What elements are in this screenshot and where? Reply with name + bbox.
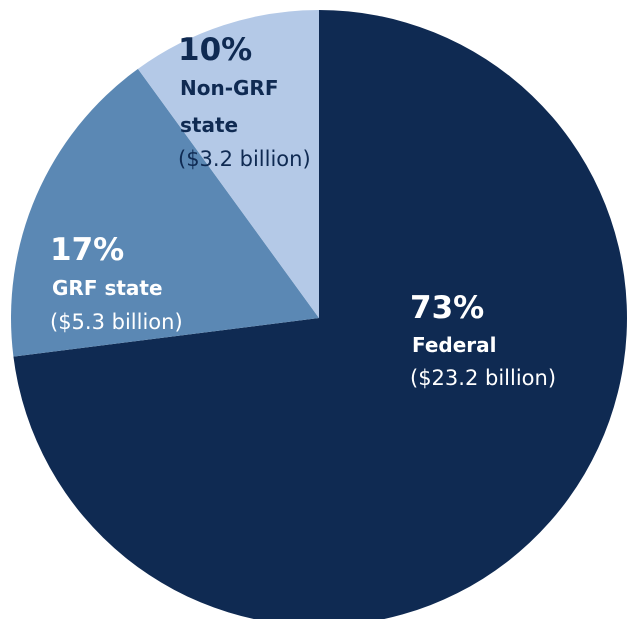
pie-slice-grf-state bbox=[11, 68, 319, 357]
slice-name-federal: Federal bbox=[412, 333, 497, 357]
label-grf-state: 17% GRF state ($5.3 billion) bbox=[50, 232, 183, 334]
slice-amount-grf-state: ($5.3 billion) bbox=[50, 310, 183, 334]
slice-amount-federal: ($23.2 billion) bbox=[410, 366, 556, 390]
label-non-grf-state: 10% Non-GRF state ($3.2 billion) bbox=[178, 32, 311, 171]
slice-name-grf-state: GRF state bbox=[52, 276, 163, 300]
slice-name-non-grf-state-line2: state bbox=[180, 113, 238, 137]
pie-slices bbox=[11, 9, 627, 619]
slice-name-non-grf-state-line1: Non-GRF bbox=[180, 76, 279, 100]
label-federal: 73% Federal ($23.2 billion) bbox=[410, 290, 556, 390]
pie-slice-non-grf-state bbox=[137, 9, 319, 318]
slice-percent-grf-state: 17% bbox=[50, 232, 124, 268]
slice-amount-non-grf-state: ($3.2 billion) bbox=[178, 147, 311, 171]
pie-slice-federal bbox=[13, 10, 627, 619]
slice-percent-federal: 73% bbox=[410, 290, 484, 326]
slice-percent-non-grf-state: 10% bbox=[178, 32, 252, 68]
